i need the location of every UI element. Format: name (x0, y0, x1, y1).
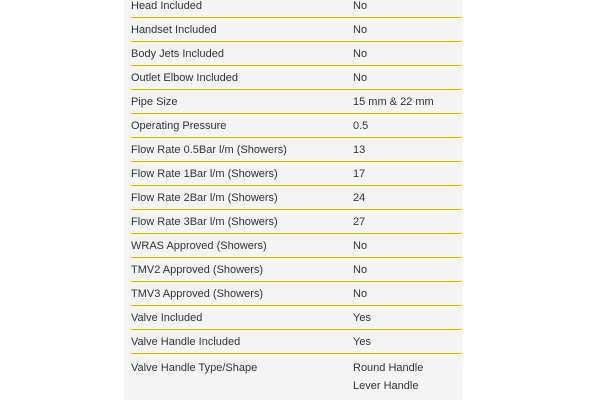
spec-label: Operating Pressure (131, 119, 227, 132)
spec-value-option: Round Handle (353, 362, 424, 374)
spec-row: TMV3 Approved (Showers) No (131, 282, 462, 306)
spec-row: WRAS Approved (Showers) No (131, 234, 462, 258)
spec-label: TMV3 Approved (Showers) (131, 287, 264, 300)
spec-row: Operating Pressure 0.5 (131, 114, 462, 138)
spec-value: 27 (353, 215, 366, 228)
spec-value-option: Lever Handle (353, 380, 419, 392)
spec-value: No (353, 47, 368, 60)
spec-value: No (353, 23, 368, 36)
spec-row: TMV2 Approved (Showers) No (131, 258, 462, 282)
spec-value: 0.5 (353, 119, 369, 132)
spec-value: No (353, 0, 368, 12)
spec-value: 17 (353, 167, 366, 180)
spec-label: Valve Handle Type/Shape (131, 362, 258, 374)
spec-value: Round Handle Lever Handle (353, 362, 462, 398)
spec-row: Head Included No (131, 0, 462, 18)
spec-value: No (353, 287, 368, 300)
spec-label: Valve Included (131, 311, 203, 324)
spec-label: Outlet Elbow Included (131, 71, 239, 84)
spec-row: Flow Rate 1Bar l/m (Showers) 17 (131, 162, 462, 186)
spec-row: Flow Rate 3Bar l/m (Showers) 27 (131, 210, 462, 234)
spec-table: Head Included No Handset Included No Body Je… (131, 0, 462, 398)
spec-row-valve-handle-type: Valve Handle Type/Shape Round Handle Lev… (131, 354, 462, 398)
spec-row: Pipe Size 15 mm & 22 mm (131, 90, 462, 114)
spec-value: Yes (353, 311, 371, 324)
spec-value: No (353, 239, 368, 252)
spec-row: Flow Rate 0.5Bar l/m (Showers) 13 (131, 138, 462, 162)
spec-row: Body Jets Included No (131, 42, 462, 66)
spec-label: Pipe Size (131, 95, 178, 108)
spec-label: Valve Handle Included (131, 335, 241, 348)
spec-row: Valve Included Yes (131, 306, 462, 330)
spec-row: Flow Rate 2Bar l/m (Showers) 24 (131, 186, 462, 210)
spec-label: WRAS Approved (Showers) (131, 239, 267, 252)
spec-value: 13 (353, 143, 366, 156)
spec-label: Flow Rate 2Bar l/m (Showers) (131, 191, 278, 204)
spec-value: No (353, 263, 368, 276)
spec-row: Valve Handle Included Yes (131, 330, 462, 354)
spec-label: Handset Included (131, 23, 217, 36)
spec-label: Flow Rate 1Bar l/m (Showers) (131, 167, 278, 180)
spec-row: Handset Included No (131, 18, 462, 42)
spec-label: Body Jets Included (131, 47, 224, 60)
spec-label: TMV2 Approved (Showers) (131, 263, 264, 276)
spec-label: Flow Rate 3Bar l/m (Showers) (131, 215, 278, 228)
spec-value: 24 (353, 191, 366, 204)
spec-label: Head Included (131, 0, 202, 12)
spec-value: No (353, 71, 368, 84)
spec-label: Flow Rate 0.5Bar l/m (Showers) (131, 143, 287, 156)
spec-value: Yes (353, 335, 371, 348)
spec-panel: Head Included No Handset Included No Body Je… (124, 0, 462, 400)
spec-value: 15 mm & 22 mm (353, 95, 434, 108)
spec-row: Outlet Elbow Included No (131, 66, 462, 90)
